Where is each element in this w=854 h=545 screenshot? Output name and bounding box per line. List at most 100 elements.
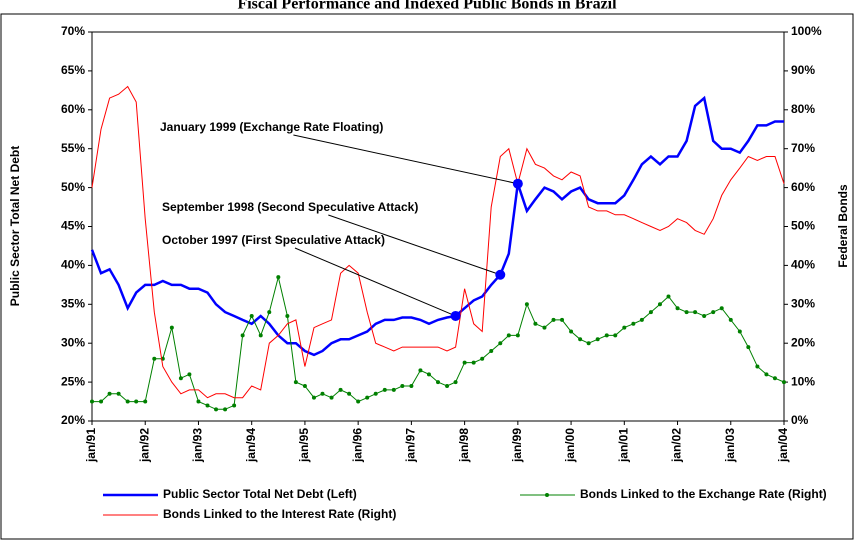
y-tick-label: 30% (61, 335, 85, 349)
series-point (586, 341, 591, 346)
legend-label: Public Sector Total Net Debt (Left) (163, 487, 357, 501)
x-tick-label: jan/95 (297, 428, 311, 463)
series-point (551, 317, 556, 322)
y-tick-label: 65% (61, 63, 85, 77)
series-point (356, 399, 361, 404)
y2-tick-label: 100% (791, 24, 822, 38)
x-tick-label: jan/04 (776, 428, 790, 463)
annotation-marker (512, 178, 523, 189)
series-point (90, 399, 94, 404)
series-point (764, 372, 769, 377)
chart-frame (0, 13, 854, 540)
series-point (453, 380, 458, 385)
y-tick-label: 35% (61, 296, 85, 310)
annotation-arrow (294, 247, 456, 317)
series-point (728, 317, 733, 322)
y2-tick-label: 40% (791, 258, 815, 272)
y-tick-label: 25% (61, 374, 85, 388)
annotation-text: September 1998 (Second Speculative Attac… (162, 200, 418, 214)
series-point (542, 325, 547, 330)
series-point (134, 399, 139, 404)
series-point (711, 310, 716, 315)
series-point (639, 317, 644, 322)
series-point (267, 310, 272, 315)
series-point (232, 403, 237, 408)
series-point (533, 321, 538, 326)
series-point (152, 356, 157, 361)
series-line (90, 95, 784, 357)
series-point (365, 395, 370, 400)
y-axis-label: Public Sector Total Net Debt (8, 146, 22, 306)
x-tick-label: jan/03 (723, 428, 737, 463)
series-point (498, 341, 503, 346)
y2-tick-label: 70% (791, 141, 815, 155)
series-point (693, 310, 698, 315)
series-point (258, 333, 263, 338)
series-point (178, 376, 183, 381)
x-tick-label: jan/98 (457, 428, 471, 463)
series-point (249, 313, 254, 318)
series-point (400, 383, 405, 388)
series-point (719, 306, 724, 311)
series-point (445, 383, 450, 388)
x-tick-label: jan/92 (137, 428, 151, 463)
x-tick-label: jan/01 (616, 428, 630, 463)
series-point (702, 313, 707, 318)
series-point (489, 348, 494, 353)
series-point (329, 395, 334, 400)
x-tick-label: jan/93 (191, 428, 205, 463)
series-point (426, 372, 431, 377)
x-tick-label: jan/99 (510, 428, 524, 463)
series-point (187, 372, 192, 377)
x-tick-label: jan/00 (563, 428, 577, 463)
series-point (595, 337, 600, 342)
x-tick-label: jan/02 (670, 428, 684, 463)
series-point (515, 333, 520, 338)
y2-tick-label: 80% (791, 102, 815, 116)
series-point (569, 329, 574, 334)
x-tick-label: jan/91 (84, 428, 98, 463)
annotation-text: January 1999 (Exchange Rate Floating) (160, 120, 383, 134)
series-point (737, 329, 742, 334)
series-point (347, 391, 352, 396)
series-point (613, 333, 618, 338)
series-point (418, 368, 423, 373)
series-point (684, 310, 689, 315)
series-point (125, 399, 130, 404)
y-tick-label: 20% (61, 413, 85, 427)
series-point (116, 391, 121, 396)
series-point (169, 325, 174, 330)
y2-tick-label: 10% (791, 374, 815, 388)
annotation-arrow (328, 214, 501, 276)
series-point (462, 360, 467, 365)
series-point (338, 387, 343, 392)
series-point (391, 387, 396, 392)
plot-frame (91, 31, 785, 422)
legend-label: Bonds Linked to the Interest Rate (Right… (163, 507, 396, 521)
chart-title: Fiscal Performance and Indexed Public Bo… (237, 0, 617, 13)
series-point (506, 333, 511, 338)
y-tick-label: 55% (61, 141, 85, 155)
series-point (480, 356, 485, 361)
series-point (214, 407, 219, 412)
y-tick-label: 60% (61, 102, 85, 116)
series-point (409, 383, 414, 388)
y-tick-label: 40% (61, 258, 85, 272)
y2-axis-label: Federal Bonds (836, 184, 850, 268)
series-point (196, 399, 201, 404)
series-point (666, 294, 671, 299)
annotation-text: October 1997 (First Speculative Attack) (162, 233, 385, 247)
series-point (99, 399, 104, 404)
series-point (604, 333, 609, 338)
y2-tick-label: 60% (791, 180, 815, 194)
series-point (285, 313, 290, 318)
y2-tick-label: 0% (791, 413, 809, 427)
series-line (91, 85, 785, 399)
legend-swatch-point (545, 493, 549, 497)
series-point (143, 399, 148, 404)
series-point (382, 387, 387, 392)
series-point (772, 376, 777, 381)
series-point (107, 391, 112, 396)
series-point (524, 302, 529, 307)
